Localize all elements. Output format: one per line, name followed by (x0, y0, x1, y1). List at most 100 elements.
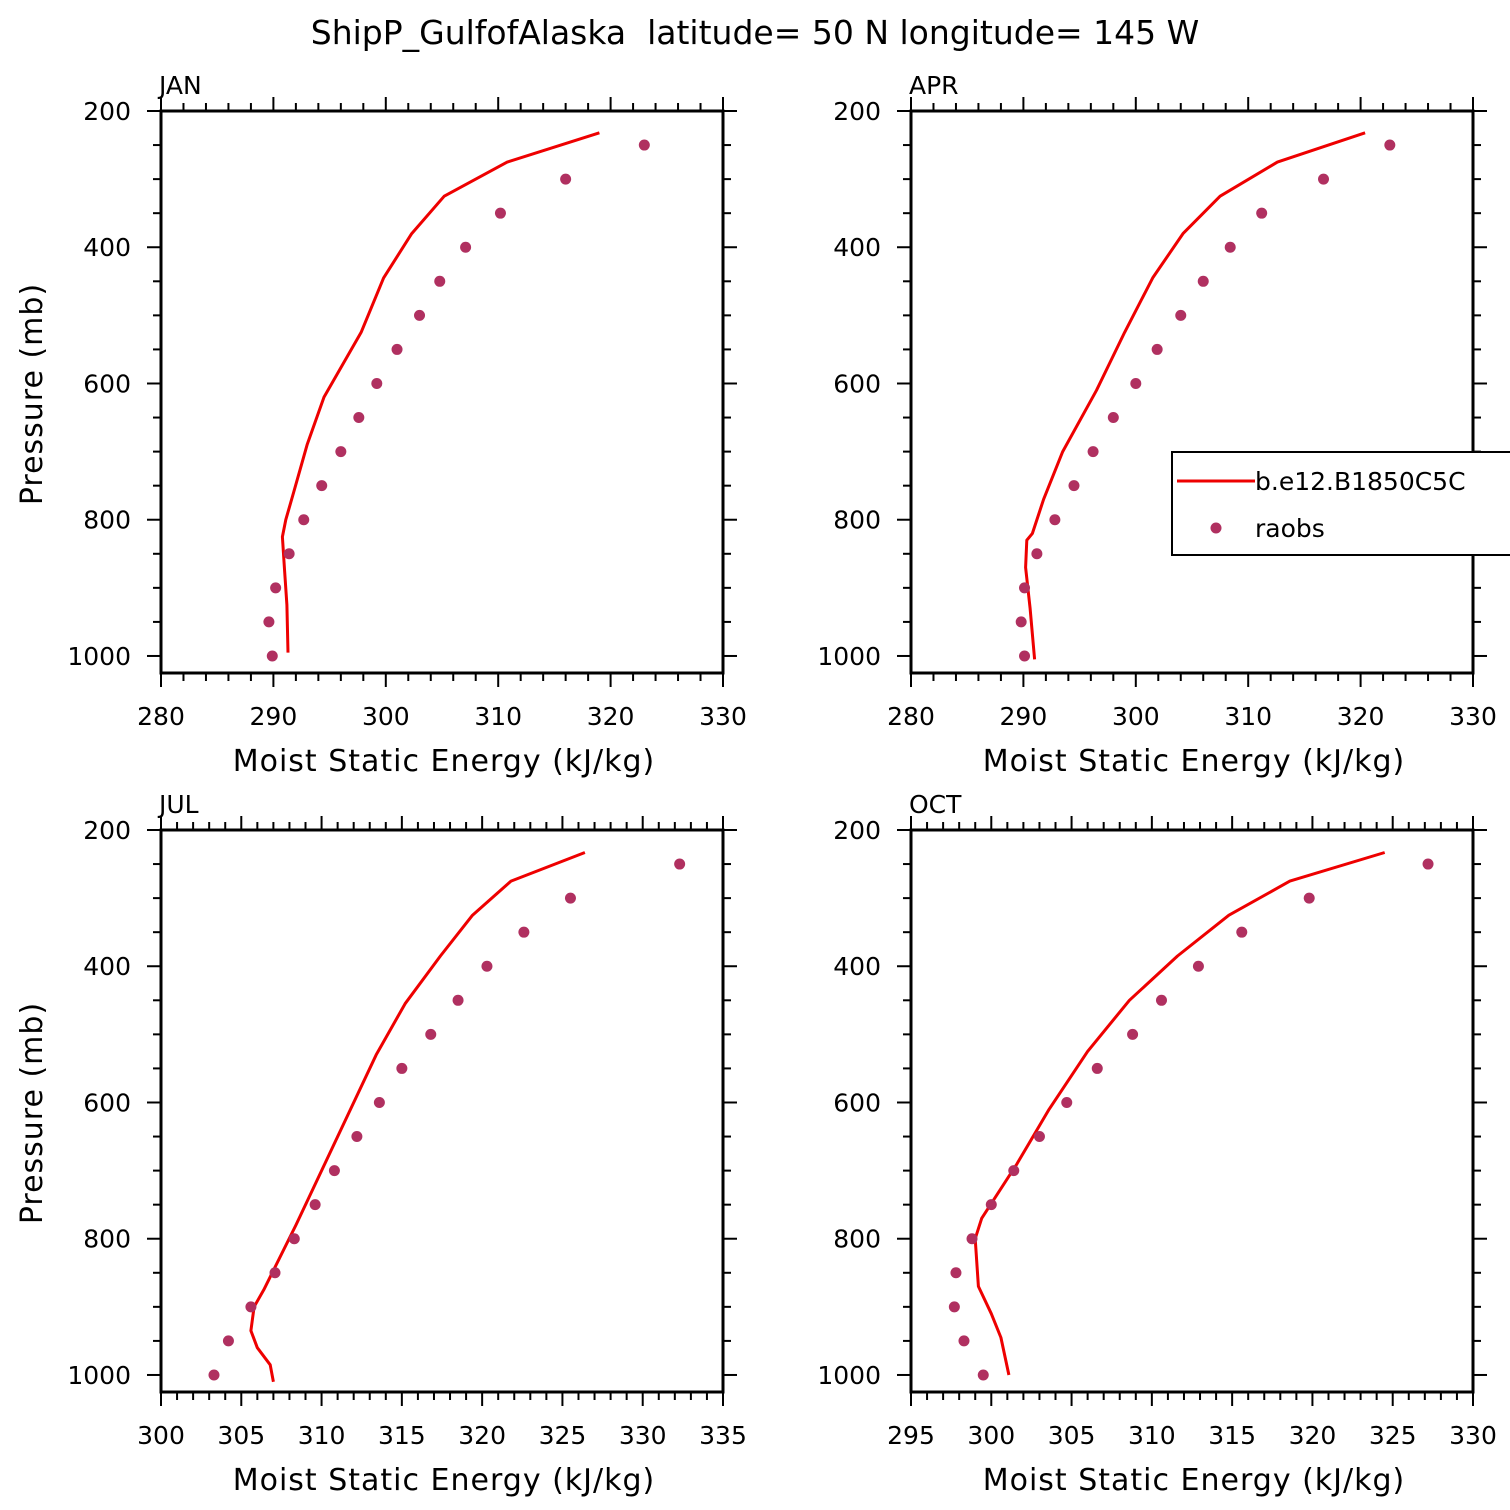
raobs-point (1130, 377, 1142, 389)
raobs-point (414, 309, 426, 321)
y-tick-label: 200 (833, 97, 881, 126)
raobs-point (1256, 207, 1268, 219)
y-tick-label: 800 (833, 1225, 881, 1254)
raobs-point (1019, 582, 1031, 594)
y-tick-label: 1000 (817, 1361, 881, 1390)
raobs-point (1019, 650, 1031, 662)
raobs-point (985, 1199, 997, 1211)
panel-title: JUL (157, 790, 199, 819)
y-tick-label: 600 (83, 1088, 131, 1117)
x-tick-label: 290 (1000, 702, 1048, 731)
raobs-point (266, 650, 278, 662)
raobs-point (1175, 309, 1187, 321)
y-tick-label: 400 (833, 952, 881, 981)
raobs-point (1033, 1131, 1045, 1143)
y-tick-label: 600 (833, 369, 881, 398)
raobs-point (674, 858, 686, 870)
plot-frame (159, 109, 725, 675)
raobs-point (309, 1199, 321, 1211)
raobs-point (560, 173, 572, 185)
x-tick-label: 300 (967, 1421, 1015, 1450)
raobs-point (391, 343, 403, 355)
raobs-point (353, 412, 365, 424)
x-tick-label: 300 (137, 1421, 185, 1450)
x-tick-label: 330 (1449, 1421, 1497, 1450)
raobs-point (1091, 1062, 1103, 1074)
raobs-point (1008, 1165, 1020, 1177)
raobs-point (373, 1096, 385, 1108)
raobs-point (1107, 412, 1119, 424)
raobs-point (1151, 343, 1163, 355)
x-axis-label: Moist Static Energy (kJ/kg) (233, 744, 656, 779)
model-line-series (249, 851, 586, 1383)
raobs-point (269, 1267, 281, 1279)
raobs-point (371, 377, 383, 389)
raobs-point (494, 207, 506, 219)
x-tick-label: 315 (1208, 1421, 1256, 1450)
panels: 280 290 300 310 320 330 200 400 600 800 1000 JAN Moi… (15, 71, 1497, 1498)
y-tick-label: 200 (83, 97, 131, 126)
raobs-point (1049, 514, 1061, 526)
raobs-point (1192, 960, 1204, 972)
y-tick-label: 800 (833, 506, 881, 535)
x-tick-label: 320 (1337, 702, 1385, 731)
x-tick-label: 320 (458, 1421, 506, 1450)
raobs-point (1197, 275, 1209, 287)
raobs-point (1422, 858, 1434, 870)
legend-marker-swatch (1210, 522, 1222, 534)
raobs-point (1068, 480, 1080, 492)
raobs-point (1155, 994, 1167, 1006)
x-tick-label: 310 (298, 1421, 346, 1450)
x-tick-label: 325 (539, 1421, 587, 1450)
y-tick-label: 400 (833, 233, 881, 262)
x-tick-label: 330 (1449, 702, 1497, 731)
legend-label-model: b.e12.B1850C5C (1255, 467, 1466, 496)
raobs-point (1236, 926, 1248, 938)
raobs-point (270, 582, 282, 594)
plot-frame (159, 828, 725, 1394)
y-axis-label: Pressure (mb) (15, 1002, 50, 1224)
raobs-point (564, 892, 576, 904)
x-axis-label: Moist Static Energy (kJ/kg) (233, 1463, 656, 1498)
chart-panel-apr: 280 290 300 310 320 330 200 400 600 800 1000 APR Moi… (817, 71, 1496, 779)
x-tick-label: 295 (887, 1421, 935, 1450)
raobs-point (283, 548, 295, 560)
x-tick-label: 310 (1224, 702, 1272, 731)
y-tick-label: 400 (83, 952, 131, 981)
raobs-point (316, 480, 328, 492)
x-tick-label: 330 (699, 702, 747, 731)
raobs-point (1031, 548, 1043, 560)
raobs-point (966, 1233, 978, 1245)
x-tick-label: 290 (250, 702, 298, 731)
x-tick-label: 315 (378, 1421, 426, 1450)
x-tick-label: 300 (362, 702, 410, 731)
raobs-point (638, 139, 650, 151)
x-tick-label: 280 (887, 702, 935, 731)
raobs-point (1127, 1028, 1139, 1040)
x-tick-label: 325 (1369, 1421, 1417, 1450)
x-tick-label: 300 (1112, 702, 1160, 731)
x-tick-label: 320 (1289, 1421, 1337, 1450)
raobs-point (481, 960, 493, 972)
model-line-series (973, 851, 1386, 1376)
x-tick-label: 305 (217, 1421, 265, 1450)
model-line-series (1024, 131, 1366, 660)
chart-panel-oct: 295 300 305 310 315 320 325 330 200 400 600 800 1000… (817, 790, 1496, 1498)
raobs-point (958, 1335, 970, 1347)
y-tick-label: 1000 (817, 642, 881, 671)
y-tick-label: 400 (83, 233, 131, 262)
y-tick-label: 1000 (67, 1361, 131, 1390)
raobs-point (335, 446, 347, 458)
chart-panel-jul: 300 305 310 315 320 325 330 335 200 400 600 800 1000… (15, 790, 747, 1498)
plot-frame (909, 109, 1475, 675)
raobs-point (1224, 241, 1236, 253)
raobs-point (222, 1335, 234, 1347)
raobs-point (396, 1062, 408, 1074)
raobs-point (950, 1267, 962, 1279)
y-tick-label: 600 (833, 1088, 881, 1117)
raobs-point (1303, 892, 1315, 904)
x-tick-label: 320 (587, 702, 635, 731)
legend-label-raobs: raobs (1255, 514, 1325, 543)
raobs-point (263, 616, 275, 628)
panel-title: OCT (909, 790, 962, 819)
